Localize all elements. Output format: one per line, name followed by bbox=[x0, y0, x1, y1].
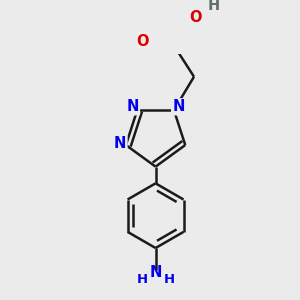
Text: O: O bbox=[189, 10, 201, 25]
Text: N: N bbox=[149, 265, 162, 280]
Text: N: N bbox=[172, 99, 184, 114]
Text: H: H bbox=[164, 273, 175, 286]
Text: N: N bbox=[127, 99, 139, 114]
Text: H: H bbox=[208, 0, 220, 13]
Text: O: O bbox=[136, 34, 149, 49]
Text: H: H bbox=[136, 273, 148, 286]
Text: N: N bbox=[114, 136, 127, 152]
